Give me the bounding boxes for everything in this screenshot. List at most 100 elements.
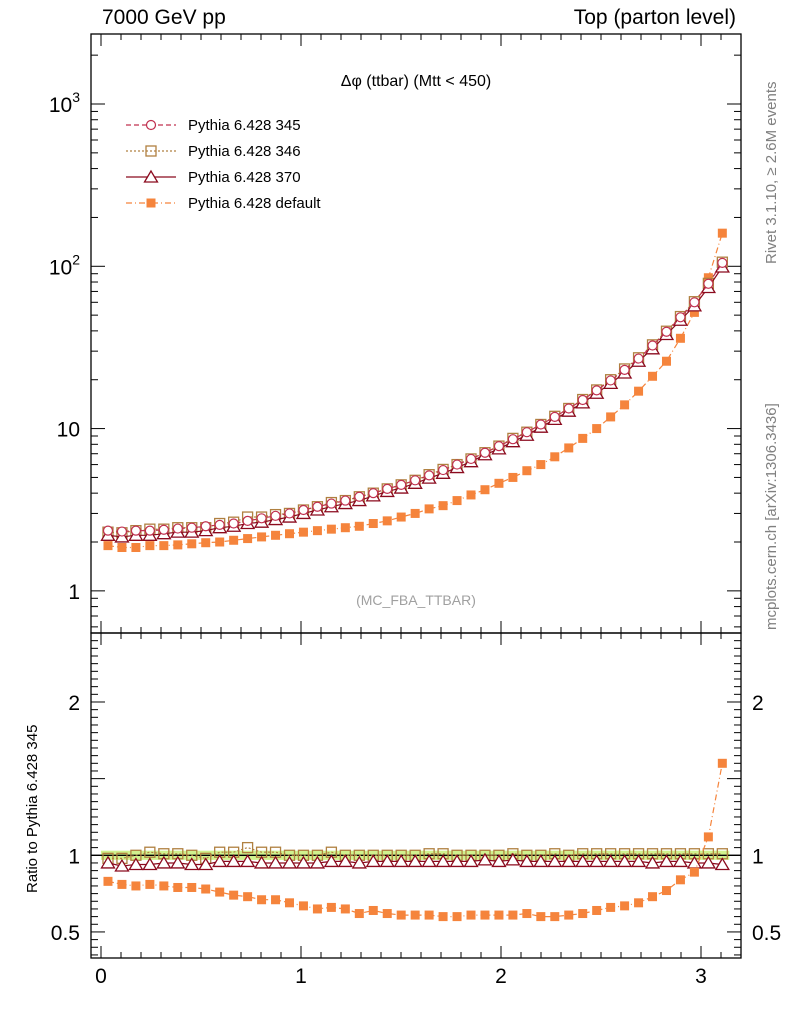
- ratio-series-370-point: [561, 854, 577, 868]
- ratio-series-370-point: [700, 855, 717, 869]
- series-345-point: [661, 326, 672, 337]
- ratio-series-370-point: [630, 854, 647, 868]
- legend-label: Pythia 6.428 default: [188, 195, 321, 212]
- series-346-line: [107, 261, 723, 534]
- ratio-plot-frame: [90, 632, 742, 959]
- series-default-point: [578, 433, 588, 443]
- rivet-version-label: Rivet 3.1.10, ≥ 2.6M events: [763, 81, 780, 265]
- ratio-series-370-point: [100, 855, 116, 869]
- ratio-series-370-point: [463, 854, 479, 868]
- series-default-point: [661, 356, 671, 366]
- series-345-point: [633, 353, 644, 364]
- series-345-line: [107, 262, 723, 533]
- ratio-series-370-point: [212, 854, 228, 868]
- ratio-series-370-point: [170, 855, 186, 869]
- ratio-series-default-point: [675, 875, 685, 885]
- series-default-point: [229, 535, 239, 545]
- ratio-series-default-point: [564, 910, 574, 920]
- ratio-series-370-point: [449, 854, 465, 868]
- series-345-point: [298, 504, 309, 516]
- series-default-point: [564, 443, 574, 453]
- ratio-series-370-point: [253, 855, 270, 869]
- series-345-point: [410, 475, 421, 486]
- ratio-series-370-point: [658, 854, 675, 868]
- series-default-point: [508, 472, 518, 482]
- series-345-point: [465, 453, 477, 465]
- ratio-series-default-point: [396, 910, 406, 920]
- y-tick-label: 103: [49, 89, 80, 117]
- ratio-y-axis-label: Ratio to Pythia 6.428 345: [24, 724, 41, 893]
- series-345-point: [158, 524, 169, 535]
- ratio-series-default-point: [689, 867, 699, 877]
- series-345-point: [619, 364, 630, 375]
- ratio-y-tick-label-right: 2: [752, 692, 764, 715]
- series-345-point: [647, 340, 658, 351]
- series-default-point: [117, 543, 127, 553]
- ratio-series-370-point: [198, 857, 214, 871]
- ratio-series-370-point: [602, 854, 619, 868]
- ratio-series-default-point: [578, 909, 588, 919]
- legend-label: Pythia 6.428 345: [188, 117, 301, 134]
- legend-marker: [145, 119, 157, 131]
- plot-title: Δφ (ttbar) (Mtt < 450): [341, 73, 491, 90]
- ratio-series-370-point: [519, 854, 535, 868]
- ratio-series-default-point: [424, 910, 434, 920]
- ratio-series-370-point: [491, 854, 507, 868]
- series-default-point: [354, 521, 364, 531]
- ratio-series-370-point: [267, 855, 284, 869]
- ratio-series-default-point: [271, 895, 281, 905]
- ratio-series-default-point: [592, 905, 602, 915]
- series-345-point: [605, 375, 616, 386]
- ratio-series-default-point: [703, 832, 713, 842]
- series-default-point: [368, 519, 378, 529]
- ratio-series-default-point: [494, 910, 504, 920]
- x-tick-label: 0: [95, 965, 107, 988]
- series-default-point: [271, 530, 281, 540]
- series-345-point: [689, 297, 700, 308]
- ratio-series-370-point: [142, 857, 158, 871]
- series-345-point: [437, 464, 449, 476]
- legend-label: Pythia 6.428 346: [188, 143, 301, 160]
- series-345-point: [130, 525, 142, 536]
- ratio-series-370-point: [435, 854, 451, 868]
- ratio-series-370-point: [393, 854, 409, 868]
- series-345-point: [703, 278, 714, 289]
- series-345-point: [228, 518, 239, 529]
- ratio-series-default-point: [466, 910, 476, 920]
- series-345-point: [354, 491, 365, 502]
- series-default-point: [410, 508, 420, 518]
- series-default-point: [424, 504, 434, 514]
- ratio-series-default-point: [284, 898, 294, 908]
- ratio-series-default-point: [452, 912, 462, 922]
- ratio-series-default-point: [215, 887, 225, 897]
- series-345-point: [172, 523, 183, 534]
- x-tick-label: 1: [295, 965, 307, 988]
- series-default-point: [103, 541, 113, 551]
- ratio-series-370-point: [114, 858, 130, 872]
- ratio-series-default-point: [410, 910, 420, 920]
- ratio-series-370-point: [505, 852, 521, 866]
- ratio-series-default-point: [145, 879, 155, 889]
- ratio-series-default-point: [508, 910, 518, 920]
- ratio-series-370-point: [421, 854, 437, 868]
- ratio-series-370-point: [547, 854, 563, 868]
- ratio-series-default-point: [522, 909, 532, 919]
- series-345-point: [200, 521, 211, 532]
- series-default-point: [298, 527, 308, 537]
- ratio-series-370-point: [351, 855, 367, 869]
- ratio-series-370-point: [184, 857, 200, 871]
- series-default-point: [522, 466, 532, 476]
- analysis-watermark: (MC_FBA_TTBAR): [356, 592, 476, 608]
- series-345-point: [479, 447, 491, 458]
- series-default-point: [536, 460, 546, 470]
- series-345-point: [312, 501, 323, 512]
- series-default-point: [592, 424, 602, 434]
- series-345-point: [675, 312, 686, 323]
- ratio-y-tick-label: 2: [68, 692, 80, 715]
- series-default-point: [173, 540, 183, 550]
- series-default-point: [284, 529, 294, 539]
- ratio-series-370-point: [295, 855, 312, 869]
- y-tick-label: 102: [49, 251, 80, 279]
- ratio-series-default-point: [173, 882, 183, 892]
- series-345-point: [242, 515, 253, 526]
